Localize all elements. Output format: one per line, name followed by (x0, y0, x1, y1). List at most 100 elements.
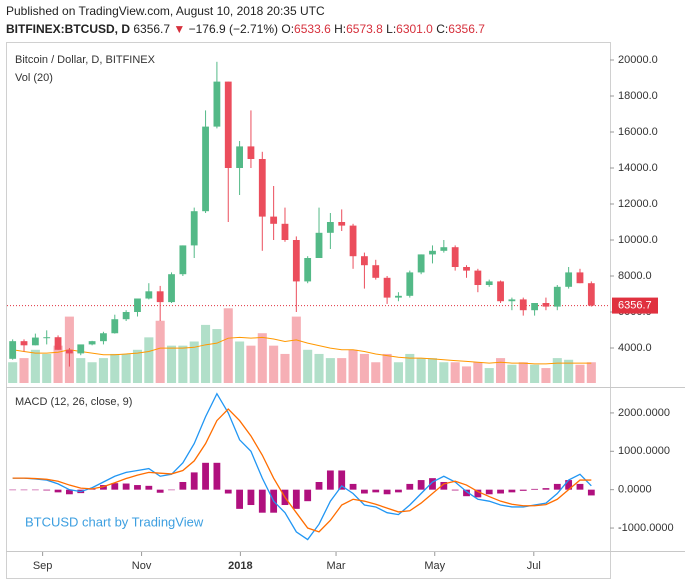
histogram-bar (372, 489, 380, 493)
histogram-bar (542, 488, 550, 490)
candle-body (304, 258, 312, 282)
volume-bar (416, 358, 426, 383)
candle-body (54, 337, 62, 350)
y-tick-label: 10000.0 (618, 234, 658, 246)
volume-ma-line (12, 336, 592, 365)
candle-body (326, 222, 334, 233)
histogram-bar (315, 481, 323, 490)
x-tick-label: Nov (132, 560, 152, 572)
y-tick-label: 18000.0 (618, 90, 658, 102)
candle-body (236, 146, 243, 169)
volume-bar (166, 345, 177, 383)
ohlc-value: 6573.8 (346, 22, 383, 36)
volume-bar (359, 353, 369, 383)
symbol-line: BITFINEX:BTCUSD, D 6356.7 ▼ −176.9 (−2.7… (6, 22, 485, 36)
histogram-bar (66, 489, 73, 495)
histogram-bar (451, 489, 459, 491)
candle-body (9, 341, 17, 359)
candle-body (383, 277, 391, 298)
volume-bar (121, 353, 131, 383)
volume-bar (269, 345, 279, 383)
histogram-bar (236, 489, 243, 509)
histogram-bar (20, 489, 28, 491)
candle-body (587, 283, 595, 306)
candle-body (372, 265, 380, 278)
volume-bar (53, 345, 63, 383)
ohlc-label: H: (334, 22, 347, 36)
histogram-bar (349, 483, 357, 490)
volume-bar (98, 358, 108, 383)
published-line: Published on TradingView.com, August 10,… (6, 4, 325, 18)
volume-bar (371, 362, 381, 383)
histogram-bar (145, 485, 153, 490)
histogram-bar (190, 472, 198, 490)
volume-bar (484, 368, 494, 383)
histogram-bar (100, 485, 107, 490)
volume-bar (280, 353, 290, 383)
candle-body (20, 341, 28, 346)
published: Published on TradingView.com, August 10,… (6, 4, 325, 18)
candle-body (451, 247, 459, 268)
volume-bar (405, 353, 415, 383)
candle-body (270, 216, 278, 224)
last-price-box (612, 297, 658, 314)
ohlc: O:6533.6 H:6573.8 L:6301.0 C:6356.7 (281, 22, 485, 36)
histogram-bar (122, 483, 130, 490)
candle-body (190, 211, 198, 246)
volume-bar (541, 368, 551, 383)
candle-body (43, 337, 51, 339)
y-tick-label: 1000.0000 (618, 445, 670, 457)
volume-bar (76, 358, 86, 383)
frame (6, 42, 611, 579)
volume-bar (518, 362, 528, 383)
volume-bar (393, 362, 403, 383)
volume-bar (144, 337, 154, 383)
histogram-bar (258, 489, 266, 513)
price: 6356.7 (133, 22, 171, 36)
candle-body (224, 81, 232, 169)
histogram-bar (179, 481, 187, 490)
histogram-bar (395, 489, 402, 493)
volume-bar (382, 353, 392, 383)
ohlc-label: L: (386, 22, 397, 36)
y-tick-label: 14000.0 (618, 162, 658, 174)
volume-bar (155, 320, 165, 383)
histogram-bar (417, 480, 425, 490)
candle-body (258, 159, 266, 217)
volume-bar (132, 349, 143, 383)
watermark: BTCUSD chart by TradingView (25, 514, 204, 529)
symbol: BITFINEX:BTCUSD, D (6, 22, 130, 36)
candle-body (156, 291, 164, 303)
histogram-bar (9, 489, 17, 491)
macd-line (12, 408, 592, 533)
candle-body (100, 333, 107, 342)
volume-title: Vol (20) (15, 72, 53, 84)
histogram-bar (338, 470, 346, 490)
volume-bar (337, 358, 347, 383)
histogram-bar (429, 478, 436, 490)
histogram-bar (202, 462, 209, 490)
volume-bar (314, 353, 324, 383)
candle-body (463, 267, 470, 271)
candle-body (349, 225, 357, 257)
volume-bar (530, 364, 540, 383)
candle-body (440, 247, 448, 251)
candle-body (247, 146, 255, 160)
volume-bar (201, 324, 211, 383)
candle-body (281, 223, 289, 241)
candle-body (417, 254, 425, 273)
volume-bar (439, 362, 449, 383)
volume-bar (450, 362, 460, 383)
candle-body (122, 312, 130, 320)
volume-bar (507, 364, 517, 383)
volume-bar (235, 341, 245, 383)
candle-body (213, 81, 221, 127)
candle-body (77, 344, 85, 354)
candle-body (542, 303, 550, 307)
macd-line (12, 392, 592, 541)
volume-bar (325, 358, 335, 383)
candle-body (553, 286, 561, 307)
y-tick-label: -1000.0000 (618, 522, 674, 534)
candle-body (474, 270, 482, 286)
